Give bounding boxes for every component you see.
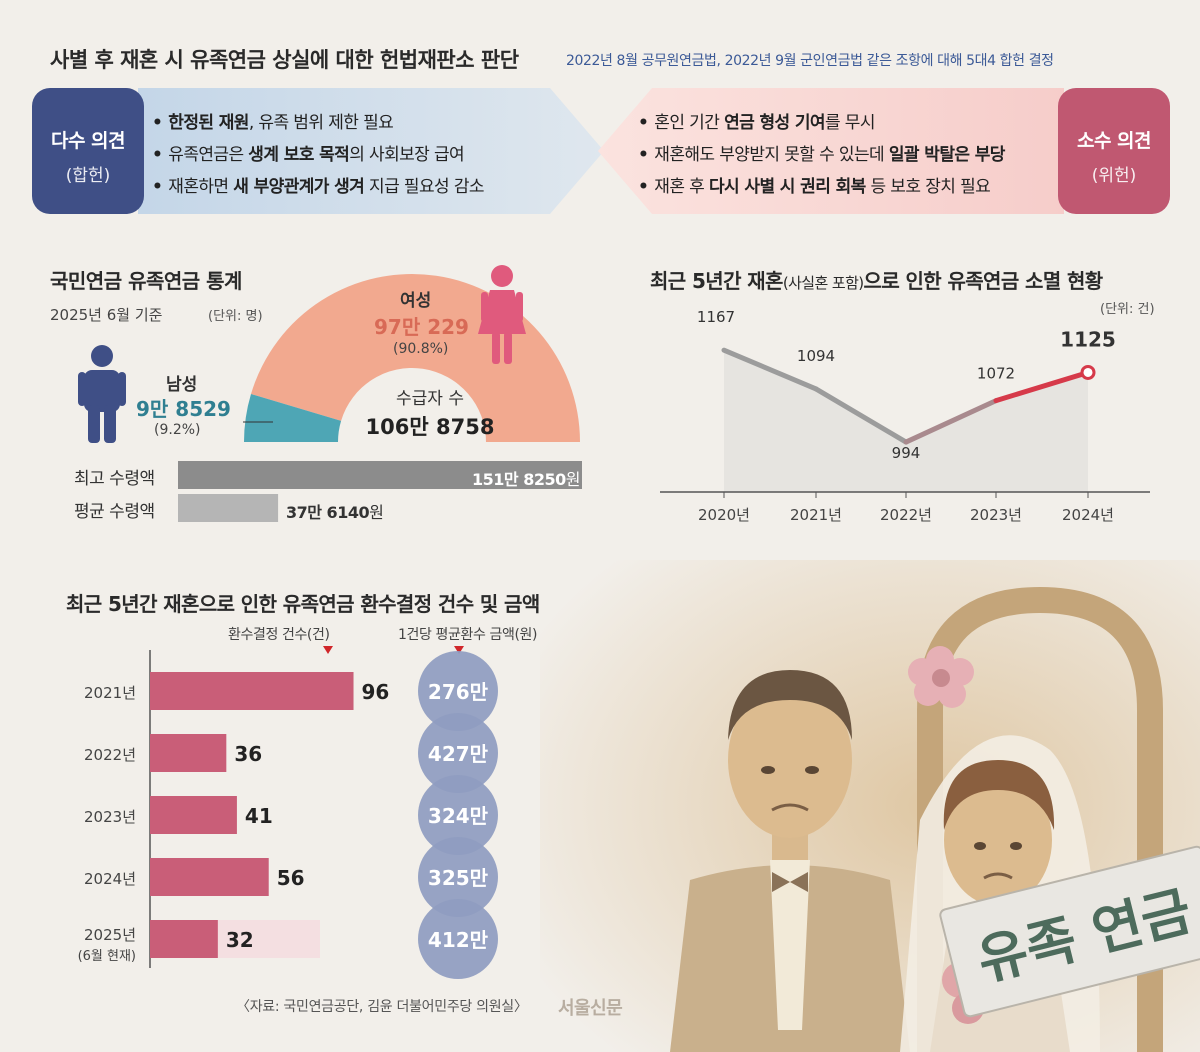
max-amount-label: 최고 수령액 xyxy=(74,469,155,489)
refund-year-label: 2023년 xyxy=(84,808,136,826)
refund-count-label: 96 xyxy=(362,680,390,704)
majority-point: • 유족연금은 생계 보호 목적의 사회보장 급여 xyxy=(152,145,465,165)
refund-count-label: 32 xyxy=(226,928,254,952)
majority-band xyxy=(138,88,604,214)
refund-year-label: 2025년 xyxy=(84,926,136,944)
avg-amount-label: 평균 수령액 xyxy=(74,502,155,522)
refund-amount-label: 427만 xyxy=(428,742,489,766)
line-value-label: 994 xyxy=(892,444,921,462)
line-value-label: 1094 xyxy=(797,347,835,365)
source-note: 〈자료: 국민연금공단, 김윤 더불어민주당 의원실〉 xyxy=(236,999,528,1015)
x-tick-label: 2023년 xyxy=(970,506,1022,524)
majority-verdict: (합헌) xyxy=(65,166,111,186)
minority-point: • 재혼 후 다시 사별 시 권리 회복 등 보호 장치 필요 xyxy=(638,177,991,197)
line-chart: 1167 1094 994 1072 1125 2020년 2021년 2022년 2023년 2… xyxy=(660,308,1150,524)
page-title: 사별 후 재혼 시 유족연금 상실에 대한 헌법재판소 판단 xyxy=(50,48,519,72)
refund-amount-circle xyxy=(418,899,498,979)
max-amount-value: 151만 8250원 xyxy=(472,470,580,489)
refund-chart: 96 2021년 276만 36 2022년 427만 41 2023년 324만 56 2024년… xyxy=(78,650,498,979)
total-value: 106만 8758 xyxy=(365,415,495,439)
line-segment xyxy=(993,369,1091,404)
refund-amount-circle xyxy=(418,651,498,731)
male-person-icon xyxy=(78,345,126,443)
line-chart-unit: (단위: 건) xyxy=(1100,302,1155,317)
line-segment xyxy=(721,347,819,392)
line-segment xyxy=(813,386,909,445)
refund-chart-title: 최근 5년간 재혼으로 인한 유족연금 환수결정 건수 및 금액 xyxy=(66,592,540,616)
majority-points: • 한정된 재원, 유족 범위 제한 필요 • 유족연금은 생계 보호 목적의 사회… xyxy=(152,108,485,204)
x-tick-label: 2022년 xyxy=(880,506,932,524)
minority-title: 소수 의견 xyxy=(1076,130,1152,152)
minority-verdict: (위헌) xyxy=(1091,166,1137,186)
minority-opinion-box: 소수 의견 (위헌) xyxy=(1058,88,1170,214)
male-value: 9만 8529 xyxy=(136,397,231,421)
majority-title: 다수 의견 xyxy=(50,130,126,152)
amount-column-header: 1건당 평균환수 금액(원) xyxy=(398,627,538,643)
max-amount-bar xyxy=(178,461,582,489)
brand-logo: 서울신문 xyxy=(558,998,623,1019)
minority-point: • 재혼해도 부양받지 못할 수 있는데 일괄 박탈은 부당 xyxy=(638,145,1005,165)
refund-count-bar xyxy=(150,796,237,834)
x-tick-label: 2024년 xyxy=(1062,506,1114,524)
line-segment xyxy=(903,398,999,445)
line-chart-title: 최근 5년간 재혼(사실혼 포함)으로 인한 유족연금 소멸 현황 xyxy=(650,269,1103,293)
majority-opinion-box: 다수 의견 (합헌) xyxy=(32,88,144,214)
x-tick-label: 2021년 xyxy=(790,506,842,524)
refund-year-sublabel: (6월 현재) xyxy=(78,949,136,964)
refund-count-bar xyxy=(150,734,227,772)
female-pct: (90.8%) xyxy=(393,341,449,357)
minority-band xyxy=(598,88,1064,214)
refund-count-bar xyxy=(150,858,269,896)
pension-stats-unit: (단위: 명) xyxy=(208,309,263,324)
refund-amount-circle xyxy=(418,837,498,917)
refund-count-bar xyxy=(150,672,354,710)
refund-amount-label: 412만 xyxy=(428,928,489,952)
line-value-label: 1072 xyxy=(977,365,1015,383)
pension-stats-basis: 2025년 6월 기준 xyxy=(50,306,163,324)
avg-amount-bar xyxy=(178,494,279,522)
majority-point: • 한정된 재원, 유족 범위 제한 필요 xyxy=(152,113,394,133)
avg-amount-value: 37만 6140원 xyxy=(286,503,384,522)
male-pct: (9.2%) xyxy=(154,422,201,438)
minority-points: • 혼인 기간 연금 형성 기여를 무시 • 재혼해도 부양받지 못할 수 있는데 … xyxy=(638,108,1005,204)
x-tick-label: 2020년 xyxy=(698,506,750,524)
refund-amount-label: 325만 xyxy=(428,866,489,890)
refund-year-label: 2021년 xyxy=(84,684,136,702)
refund-count-label: 56 xyxy=(277,866,305,890)
male-slice xyxy=(244,394,342,442)
refund-count-label: 36 xyxy=(234,742,262,766)
line-value-label: 1167 xyxy=(697,308,735,326)
refund-amount-circle xyxy=(418,713,498,793)
female-value: 97만 229 xyxy=(374,315,469,339)
total-label: 수급자 수 xyxy=(396,389,464,409)
count-column-header: 환수결정 건수(건) xyxy=(228,627,330,643)
majority-point: • 재혼하면 새 부양관계가 생겨 지급 필요성 감소 xyxy=(152,177,485,197)
line-area xyxy=(724,350,1088,492)
page-subtitle: 2022년 8월 공무원연금법, 2022년 9월 군인연금법 같은 조항에 대… xyxy=(566,53,1054,69)
female-label: 여성 xyxy=(400,291,432,311)
amount-arrow-icon xyxy=(454,646,464,654)
refund-year-label: 2022년 xyxy=(84,746,136,764)
pension-stats-title: 국민연금 유족연금 통계 xyxy=(50,269,242,293)
female-person-icon xyxy=(478,265,526,364)
refund-amount-label: 324만 xyxy=(428,804,489,828)
flower-icon xyxy=(908,646,974,708)
count-arrow-icon xyxy=(323,646,333,654)
refund-count-bar xyxy=(150,920,218,958)
line-value-label: 1125 xyxy=(1060,327,1116,351)
refund-count-label: 41 xyxy=(245,804,273,828)
refund-year-label: 2024년 xyxy=(84,870,136,888)
minority-point: • 혼인 기간 연금 형성 기여를 무시 xyxy=(638,113,875,133)
refund-amount-circle xyxy=(418,775,498,855)
refund-amount-label: 276만 xyxy=(428,680,489,704)
man-figure xyxy=(670,670,910,1052)
bowtie-icon xyxy=(772,872,808,892)
line-end-point xyxy=(1080,364,1096,380)
male-label: 남성 xyxy=(166,375,198,395)
elderly-couple-illustration: 유족 연금 xyxy=(540,560,1200,1052)
